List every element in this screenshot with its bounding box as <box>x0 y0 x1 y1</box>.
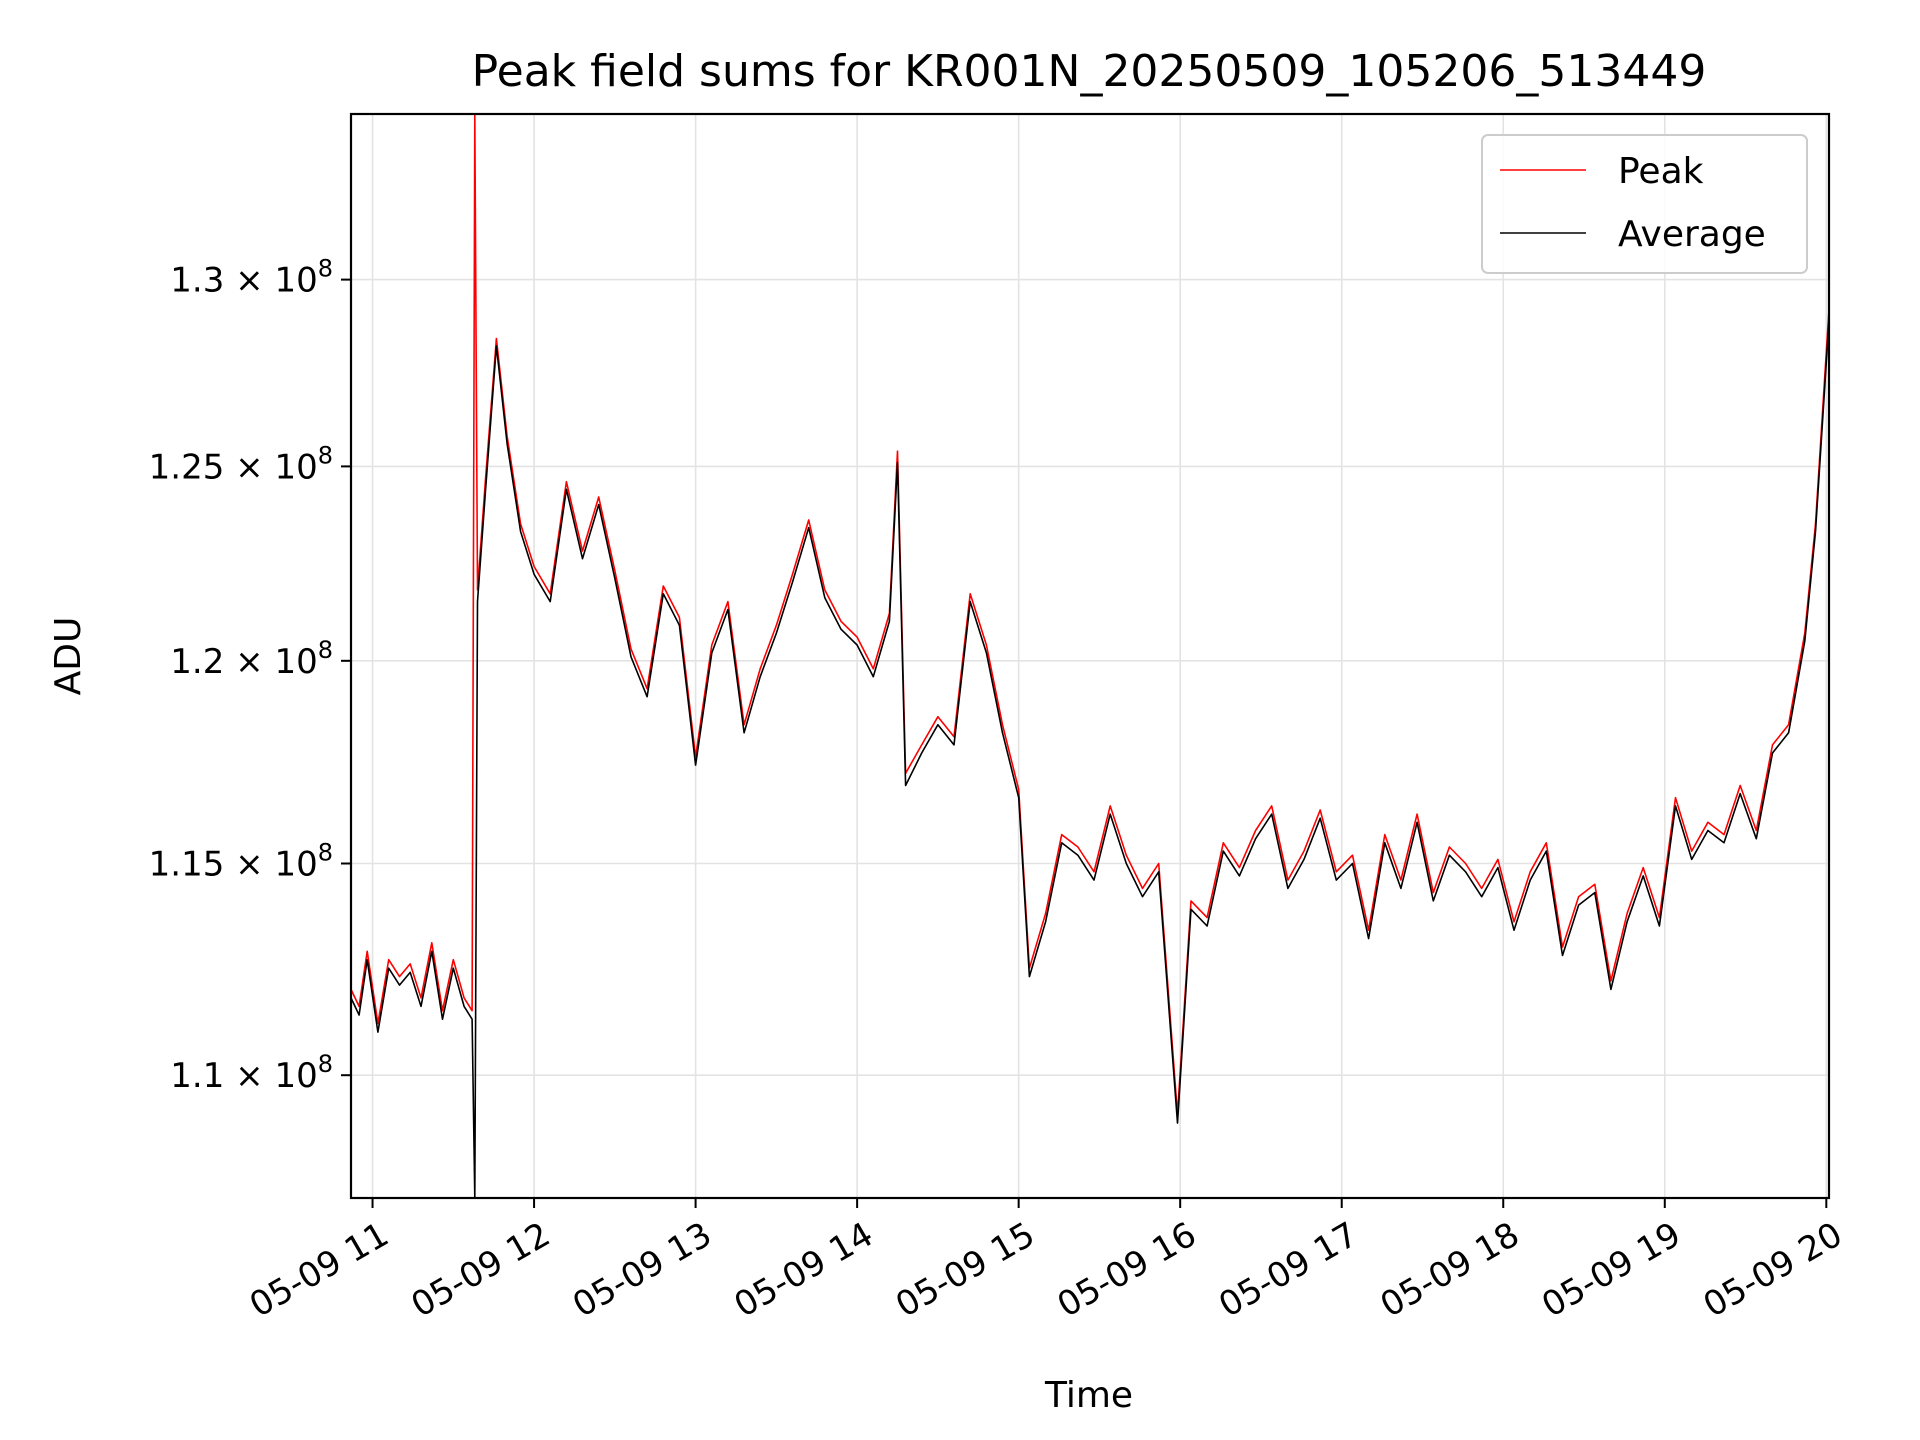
plot-area-frame <box>349 112 1831 1200</box>
y-tick-label: 1.2 × 108 <box>170 636 333 682</box>
y-axis-label: ADU <box>48 617 89 696</box>
chart-title: Peak field sums for KR001N_20250509_1052… <box>472 46 1707 97</box>
legend-label-average: Average <box>1618 214 1766 255</box>
y-tick-label: 1.15 × 108 <box>149 839 333 885</box>
y-tick-label: 1.3 × 108 <box>170 255 333 301</box>
y-axis-ticks: 1.1 × 108 1.15 × 108 1.2 × 108 1.25 × 108 1.… <box>149 255 351 1096</box>
series-line-average <box>350 320 1830 1199</box>
x-axis-label: Time <box>1044 1375 1133 1416</box>
grid-lines <box>351 114 1829 1198</box>
y-tick-label: 1.25 × 108 <box>149 441 333 487</box>
y-tick-label: 1.1 × 108 <box>170 1050 333 1096</box>
legend: Peak Average <box>1481 134 1808 274</box>
legend-label-peak: Peak <box>1618 151 1704 192</box>
series-lines <box>350 113 1830 1199</box>
